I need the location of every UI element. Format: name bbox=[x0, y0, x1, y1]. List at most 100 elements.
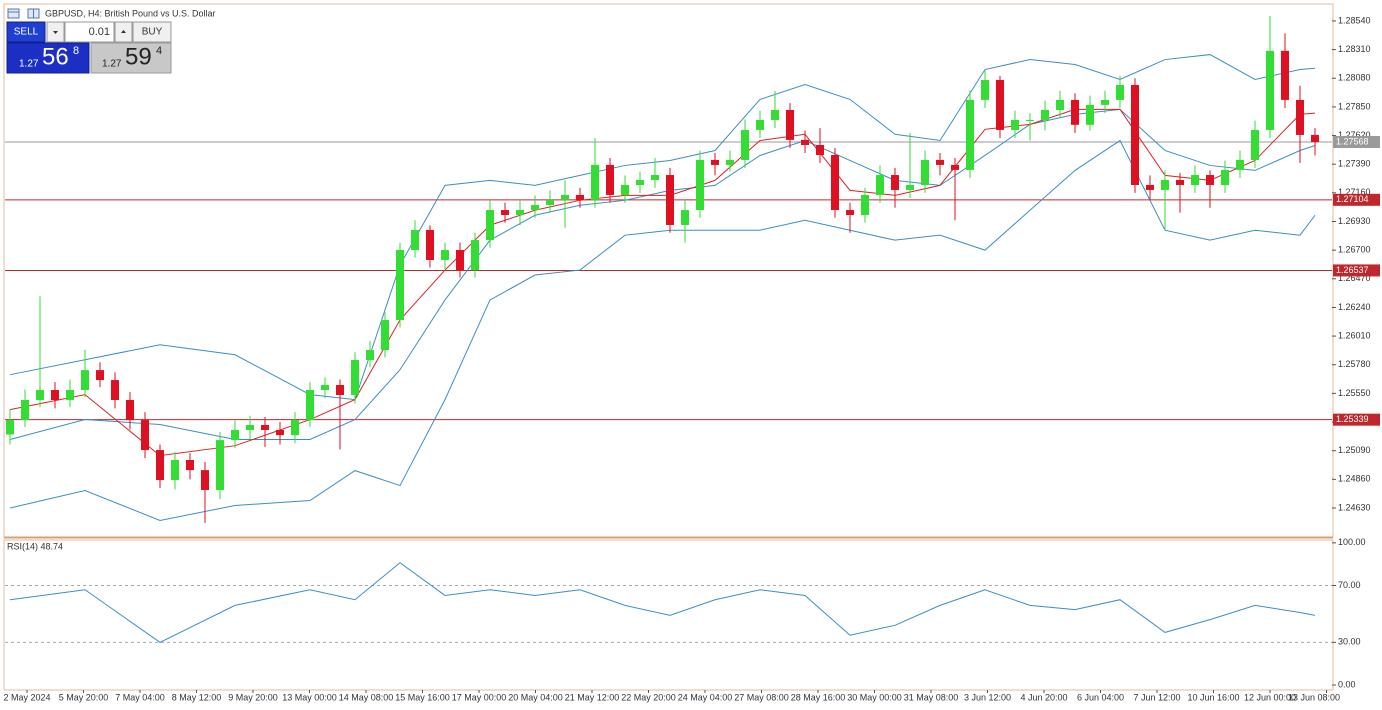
x-tick-label: 5 May 20:00 bbox=[59, 692, 109, 702]
candle-body bbox=[486, 210, 494, 241]
y-tick-label: 1.25780 bbox=[1338, 359, 1371, 369]
candle-body bbox=[246, 425, 254, 431]
x-tick-label: 7 May 04:00 bbox=[115, 692, 165, 702]
candle-body bbox=[591, 164, 599, 200]
candle-body bbox=[321, 385, 329, 391]
candle-body bbox=[936, 159, 944, 165]
y-tick-label: 1.27850 bbox=[1338, 101, 1371, 111]
candle-body bbox=[1176, 180, 1184, 185]
icon[interactable] bbox=[7, 8, 20, 19]
x-tick-label: 8 May 12:00 bbox=[172, 692, 222, 702]
candle-body bbox=[636, 180, 644, 185]
candle-body bbox=[381, 320, 389, 351]
candle-body bbox=[51, 390, 59, 400]
lot-input[interactable] bbox=[64, 21, 115, 43]
candle-body bbox=[141, 420, 149, 451]
candle-body bbox=[996, 79, 1004, 130]
candle-body bbox=[1296, 99, 1304, 135]
ask-big: 1.27 bbox=[102, 59, 122, 70]
buy-label: BUY bbox=[142, 27, 163, 38]
candle-body bbox=[1281, 50, 1289, 100]
arrow-up bbox=[121, 30, 126, 33]
level-tag bbox=[1333, 264, 1380, 277]
candle-body bbox=[771, 110, 779, 120]
indicator-line bbox=[9, 108, 1316, 440]
indicator-line bbox=[9, 108, 1316, 457]
candle-body bbox=[801, 139, 809, 146]
candle-body bbox=[531, 205, 539, 211]
candle-body bbox=[846, 210, 854, 216]
candle-body bbox=[1191, 175, 1199, 185]
candle-body bbox=[711, 159, 719, 165]
rsi-line bbox=[9, 562, 1316, 643]
x-tick-label: 27 May 08:00 bbox=[734, 692, 789, 702]
x-tick-label: 30 May 00:00 bbox=[847, 692, 902, 702]
x-tick-label: 17 May 00:00 bbox=[452, 692, 507, 702]
candle-body bbox=[756, 119, 764, 130]
y-tick-label: 1.28080 bbox=[1338, 73, 1371, 83]
bid-big: 1.27 bbox=[19, 59, 39, 70]
candle-body bbox=[1101, 99, 1109, 105]
candle-body bbox=[276, 430, 284, 436]
candle-body bbox=[171, 460, 179, 481]
candle-body bbox=[1116, 84, 1124, 100]
candle-body bbox=[696, 159, 704, 211]
candle-body bbox=[1011, 119, 1019, 130]
sell-button[interactable] bbox=[6, 21, 46, 43]
x-tick-label: 20 May 04:00 bbox=[508, 692, 563, 702]
candle-body bbox=[1026, 119, 1034, 121]
y-tick-label: 1.24860 bbox=[1338, 474, 1371, 484]
rsi-title: RSI(14) 48.74 bbox=[7, 541, 63, 551]
candle-body bbox=[576, 194, 584, 200]
x-tick-label: 10 Jun 16:00 bbox=[1187, 692, 1239, 702]
candle-body bbox=[261, 425, 269, 431]
candle-body bbox=[921, 159, 929, 185]
x-tick-label: 7 Jun 12:00 bbox=[1133, 692, 1180, 702]
candle-body bbox=[336, 385, 344, 396]
candle-body bbox=[156, 450, 164, 481]
candle-body bbox=[201, 470, 209, 491]
candle-body bbox=[186, 460, 194, 471]
candle-body bbox=[651, 175, 659, 181]
x-tick-label: 22 May 20:00 bbox=[621, 692, 676, 702]
candle-body bbox=[516, 210, 524, 216]
bid-box[interactable] bbox=[6, 42, 90, 74]
x-tick-label: 3 Jun 12:00 bbox=[964, 692, 1011, 702]
indicator-line bbox=[9, 54, 1316, 401]
candle-body bbox=[111, 380, 119, 400]
candle-body bbox=[366, 350, 374, 360]
candle-body bbox=[66, 390, 74, 400]
candle-body bbox=[666, 175, 674, 225]
y-tick-label: 1.26470 bbox=[1338, 273, 1371, 283]
x-tick-label: 14 May 08:00 bbox=[339, 692, 394, 702]
trade-panel: SELL 0.01 BUY 1.27 56 8 1.27 59 4 bbox=[6, 21, 172, 74]
y-tick-label: 1.27620 bbox=[1338, 130, 1371, 140]
x-tick-label: 13 May 00:00 bbox=[282, 692, 337, 702]
candle-body bbox=[741, 129, 749, 160]
candle-body bbox=[1056, 99, 1064, 111]
ask-box[interactable] bbox=[90, 42, 172, 74]
candle-body bbox=[291, 420, 299, 436]
y-tick-label: 1.25550 bbox=[1338, 388, 1371, 398]
x-tick-label: 21 May 12:00 bbox=[565, 692, 620, 702]
arrow-down bbox=[53, 31, 58, 34]
candle-body bbox=[906, 184, 914, 190]
candle-body bbox=[831, 154, 839, 211]
level-tag bbox=[1333, 413, 1380, 426]
buy-button[interactable] bbox=[132, 21, 172, 43]
candle-body bbox=[306, 390, 314, 421]
y-tick-label: 0.00 bbox=[1338, 679, 1356, 689]
level-label: 1.25339 bbox=[1336, 414, 1369, 424]
candle-body bbox=[981, 79, 989, 100]
candle-body bbox=[96, 370, 104, 381]
candle-body bbox=[1146, 184, 1154, 190]
candle-body bbox=[546, 199, 554, 206]
candle-body bbox=[1311, 134, 1319, 143]
y-tick-label: 70.00 bbox=[1338, 580, 1361, 590]
ask-point: 4 bbox=[156, 45, 162, 57]
candle-body bbox=[606, 164, 614, 195]
candle-body bbox=[1041, 110, 1049, 120]
candle-body bbox=[1071, 99, 1079, 125]
candle-body bbox=[1266, 50, 1274, 130]
